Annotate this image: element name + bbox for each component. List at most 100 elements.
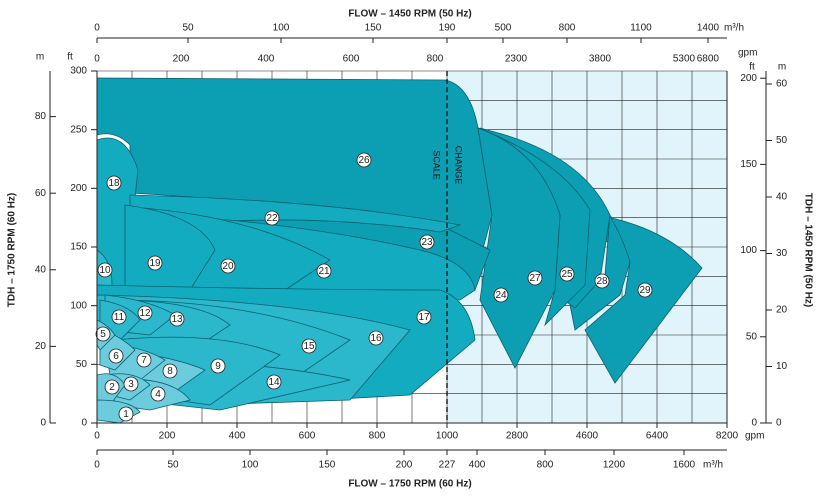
tick-label: 200 bbox=[70, 183, 87, 194]
tick-label: 3800 bbox=[589, 54, 612, 65]
region-badge bbox=[210, 358, 226, 374]
tick-label: 2300 bbox=[505, 54, 528, 65]
unit-label: gpm bbox=[745, 431, 764, 442]
region-badge bbox=[162, 363, 178, 379]
left-axis-title: TDH – 1750 RPM (60 Hz) bbox=[7, 193, 18, 307]
region-label: 22 bbox=[266, 213, 278, 224]
region-label: 29 bbox=[639, 285, 651, 296]
unit-label: m³/h bbox=[703, 460, 723, 471]
tick-label: 800 bbox=[537, 460, 554, 471]
tick-label: 190 bbox=[439, 23, 456, 34]
region-badge bbox=[559, 266, 575, 282]
region-badge bbox=[104, 379, 120, 395]
region-label: 27 bbox=[529, 273, 541, 284]
region-label: 17 bbox=[418, 312, 430, 323]
scale-label: SCALE bbox=[432, 150, 442, 180]
tick-label: 200 bbox=[173, 54, 190, 65]
region-label: 21 bbox=[318, 266, 330, 277]
tick-label: 40 bbox=[776, 192, 788, 203]
region-badge bbox=[416, 309, 432, 325]
tick-label: 600 bbox=[343, 54, 360, 65]
region-label: 1 bbox=[123, 409, 129, 420]
tick-label: 10 bbox=[776, 361, 788, 372]
tick-label: 0 bbox=[94, 23, 100, 34]
tick-label: 1000 bbox=[436, 431, 459, 442]
tick-label: 50 bbox=[182, 23, 194, 34]
tick-label: 300 bbox=[70, 66, 87, 77]
tick-label: 5300 bbox=[673, 54, 696, 65]
region-badge bbox=[111, 309, 127, 325]
tick-label: 1600 bbox=[673, 460, 696, 471]
unit-label: m³/h bbox=[724, 23, 744, 34]
region-badge bbox=[108, 348, 124, 364]
region-label: 5 bbox=[100, 329, 106, 340]
tick-label: 0 bbox=[94, 460, 100, 471]
region-badge bbox=[637, 282, 653, 298]
unit-label: ft bbox=[749, 62, 755, 73]
tick-label: 0 bbox=[40, 418, 46, 429]
region-badge bbox=[301, 338, 317, 354]
region-label: 14 bbox=[268, 377, 280, 388]
tick-label: 20 bbox=[776, 305, 788, 316]
region-label: 8 bbox=[167, 366, 173, 377]
region-badge bbox=[493, 287, 509, 303]
region-label: 11 bbox=[114, 312, 125, 323]
tick-label: 150 bbox=[740, 159, 757, 170]
tick-label: 2800 bbox=[506, 431, 529, 442]
tick-label: 30 bbox=[776, 248, 788, 259]
tick-label: 150 bbox=[70, 242, 87, 253]
tick-label: 80 bbox=[35, 111, 47, 122]
tick-label: 200 bbox=[159, 431, 176, 442]
region-badge bbox=[264, 210, 280, 226]
unit-label: m bbox=[778, 62, 786, 73]
tick-label: 800 bbox=[427, 54, 444, 65]
tick-label: 200 bbox=[396, 460, 413, 471]
region-badge bbox=[169, 311, 185, 327]
region-label: 18 bbox=[108, 178, 120, 189]
region-label: 28 bbox=[596, 276, 608, 287]
unit-label: gpm bbox=[738, 48, 757, 59]
axes: 0 50 100 150 190 500 800 1100 1400 m³/h0 200 400 600… bbox=[35, 23, 788, 471]
region-badge bbox=[316, 263, 332, 279]
tick-label: 0 bbox=[81, 418, 87, 429]
region-badge bbox=[137, 305, 153, 321]
tick-label: 60 bbox=[776, 79, 788, 90]
tick-label: 4600 bbox=[576, 431, 599, 442]
tick-label: 150 bbox=[365, 23, 382, 34]
region-badge bbox=[118, 406, 134, 422]
region-badge bbox=[136, 352, 152, 368]
unit-label: ft bbox=[67, 52, 73, 63]
region-label: 26 bbox=[358, 155, 370, 166]
region-badge bbox=[220, 258, 236, 274]
region-label: 2 bbox=[109, 382, 115, 393]
tick-label: 500 bbox=[495, 23, 512, 34]
region-label: 9 bbox=[215, 361, 221, 372]
region-badge bbox=[368, 330, 384, 346]
tick-label: 100 bbox=[273, 23, 290, 34]
region-badge bbox=[95, 326, 111, 342]
region-badge bbox=[106, 175, 122, 191]
tick-label: 1400 bbox=[697, 23, 720, 34]
bottom-axis-title: FLOW – 1750 RPM (60 Hz) bbox=[348, 479, 471, 490]
region-badge bbox=[97, 262, 113, 278]
unit-label: m bbox=[36, 52, 44, 63]
tick-label: 50 bbox=[76, 359, 88, 370]
tick-label: 0 bbox=[776, 418, 782, 429]
region-label: 13 bbox=[171, 314, 183, 325]
pump-region bbox=[477, 127, 561, 369]
tick-label: 400 bbox=[229, 431, 246, 442]
region-badge bbox=[147, 255, 163, 271]
region-label: 10 bbox=[99, 265, 111, 276]
region-label: 6 bbox=[113, 351, 119, 362]
region-badge bbox=[150, 386, 166, 402]
tick-label: 400 bbox=[469, 460, 486, 471]
tick-label: 1200 bbox=[603, 460, 626, 471]
tick-label: 400 bbox=[258, 54, 275, 65]
tick-label: 50 bbox=[746, 331, 758, 342]
tick-label: 600 bbox=[299, 431, 316, 442]
tick-label: 6400 bbox=[646, 431, 669, 442]
region-label: 16 bbox=[370, 333, 382, 344]
region-label: 19 bbox=[149, 258, 161, 269]
region-badge bbox=[356, 152, 372, 168]
